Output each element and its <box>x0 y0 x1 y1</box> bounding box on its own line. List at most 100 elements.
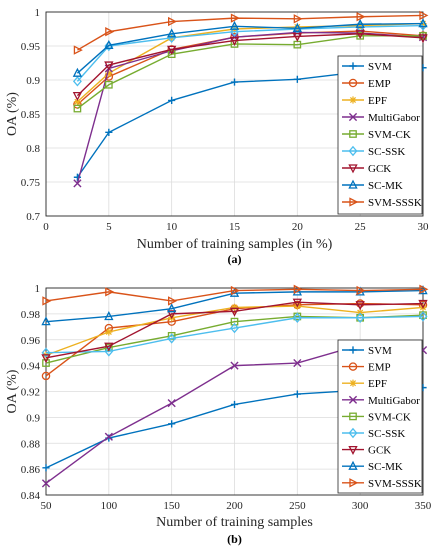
y-tick-label: 0.84 <box>21 490 41 502</box>
data-point <box>42 464 50 472</box>
data-point <box>230 322 239 334</box>
y-tick-label: 0.9 <box>26 75 40 87</box>
legend-marker <box>349 478 359 488</box>
data-point <box>167 28 177 38</box>
y-tick-label: 1 <box>35 7 41 19</box>
y-tick-label: 0.96 <box>21 335 41 347</box>
series-GCK <box>41 298 428 364</box>
data-point <box>293 75 301 83</box>
data-point <box>356 285 366 296</box>
legend-label: EMP <box>368 78 391 90</box>
y-axis-label: OA (%) <box>5 369 20 413</box>
series-line <box>77 14 424 51</box>
legend-label: MultiGabor <box>368 395 420 407</box>
data-point <box>419 284 429 294</box>
legend-marker <box>348 145 358 157</box>
data-point <box>167 50 176 59</box>
data-point <box>104 39 114 49</box>
x-tick-label: 0 <box>43 221 49 233</box>
data-point <box>105 328 113 336</box>
x-axis-label: Number of training samples <box>156 515 313 530</box>
data-point <box>105 287 115 297</box>
y-axis-label: OA (%) <box>5 92 20 136</box>
data-point <box>168 420 176 428</box>
data-point <box>418 299 428 309</box>
series-SVM-SSSK <box>73 10 429 55</box>
x-tick-label: 250 <box>289 500 306 512</box>
data-point <box>418 18 428 28</box>
legend-label: EPF <box>368 378 387 390</box>
data-point <box>292 32 302 42</box>
series-line <box>45 288 424 302</box>
data-point <box>418 34 428 44</box>
data-point <box>419 10 429 21</box>
y-tick-label: 0.9 <box>26 412 40 424</box>
data-point <box>230 26 239 37</box>
x-tick-label: 5 <box>106 221 112 233</box>
data-point <box>356 12 366 22</box>
series-line <box>76 33 424 97</box>
data-point <box>105 27 115 37</box>
y-tick-label: 0.75 <box>21 177 41 189</box>
legend-marker <box>348 395 358 404</box>
legend-marker <box>348 78 358 88</box>
x-tick-label: 50 <box>41 500 53 512</box>
legend-marker <box>349 197 359 207</box>
legend-label: MultiGabor <box>368 112 420 124</box>
series-line <box>45 301 424 359</box>
legend-marker <box>349 346 357 354</box>
data-point <box>42 359 50 367</box>
series-GCK <box>72 30 428 102</box>
legend-label: SVM <box>368 61 392 73</box>
y-tick-label: 0.98 <box>21 309 41 321</box>
legend-label: SVM-CK <box>368 411 411 423</box>
legend-label: EMP <box>368 362 391 374</box>
data-point <box>292 298 302 308</box>
y-tick-label: 0.94 <box>21 361 41 373</box>
data-point <box>293 390 301 398</box>
legend: SVM EMP EPF MultiGabor SVM-CK SC-SSK GCK SC-MK S… <box>337 339 423 494</box>
legend-label: SC-MK <box>368 461 403 473</box>
data-point <box>229 20 240 30</box>
y-tick-label: 0.8 <box>26 143 40 155</box>
x-tick-label: 30 <box>418 221 430 233</box>
data-point <box>167 310 177 320</box>
legend-label: SVM-SSSK <box>368 478 422 490</box>
y-tick-label: 0.86 <box>21 464 41 476</box>
legend-label: GCK <box>368 163 391 175</box>
data-point <box>41 347 51 358</box>
y-tick-label: 0.7 <box>26 211 40 223</box>
data-point <box>355 299 365 308</box>
data-point <box>229 287 240 297</box>
plot-frame <box>45 11 424 217</box>
series-SC-MK <box>72 18 428 77</box>
x-tick-label: 25 <box>355 221 367 233</box>
legend-marker <box>348 427 358 439</box>
legend-label: SC-SSK <box>368 146 405 158</box>
data-point <box>104 61 114 71</box>
data-point <box>104 311 114 321</box>
x-tick-label: 20 <box>292 221 304 233</box>
data-point <box>229 307 240 317</box>
data-point <box>230 361 239 370</box>
legend-label: SVM-CK <box>368 129 411 141</box>
data-point <box>104 342 114 352</box>
data-point <box>73 179 82 188</box>
legend-label: SC-MK <box>368 180 403 192</box>
data-point <box>355 30 365 40</box>
data-point <box>73 104 82 113</box>
series-SVM-SSSK <box>42 284 429 306</box>
data-point <box>168 16 178 27</box>
data-point <box>293 284 303 294</box>
legend-marker <box>348 112 358 122</box>
x-tick-label: 150 <box>163 500 180 512</box>
x-tick-label: 15 <box>229 221 241 233</box>
legend-marker <box>349 379 357 387</box>
data-point <box>292 312 302 323</box>
data-point <box>105 69 113 77</box>
legend-marker <box>348 445 358 456</box>
data-point <box>104 432 113 441</box>
data-point <box>104 80 113 89</box>
